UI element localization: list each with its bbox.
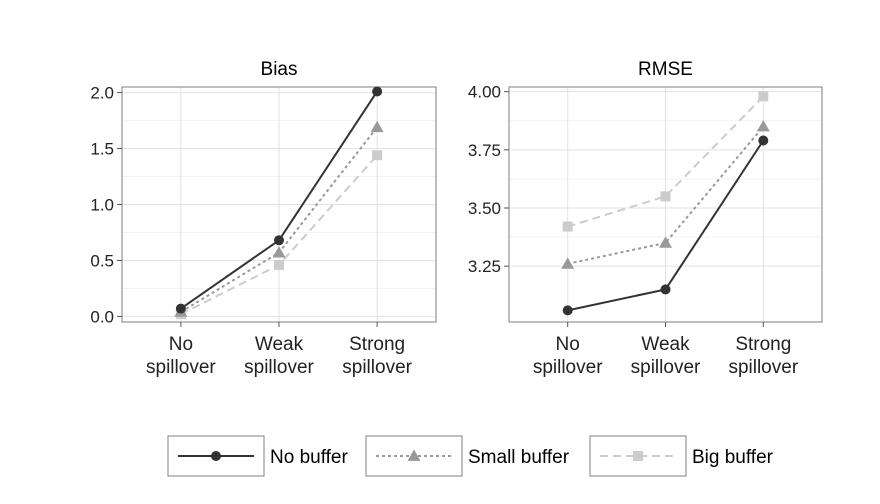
rmse-point-big-buffer [660, 191, 671, 202]
legend-label: Small buffer [468, 447, 570, 468]
rmse-y-tick-label: 3.50 [468, 199, 501, 218]
bias-x-tick-label: Weak spillover [244, 334, 314, 378]
legend-key-marker [407, 449, 421, 461]
bias-point-small-buffer [370, 120, 384, 133]
bias-y-tick-label: 0.0 [90, 307, 114, 326]
rmse-point-small-buffer [756, 120, 770, 132]
rmse-x-tick-label: No spillover [533, 334, 603, 378]
rmse-y-tick-label: 3.75 [468, 141, 501, 160]
rmse-title: RMSE [638, 59, 693, 80]
bias-y-tick-label: 1.0 [90, 196, 114, 215]
rmse-y-tick-label: 4.00 [468, 83, 501, 102]
rmse-x-tick-label: Weak spillover [631, 334, 701, 378]
bias-y-tick-label: 2.0 [90, 84, 114, 103]
rmse-point-big-buffer [562, 221, 573, 232]
bias-panel: Bias 0.0 0.5 1.0 1.5 2.0 No spillover Weak spillo… [90, 59, 437, 378]
rmse-y-tick-label: 3.25 [468, 257, 501, 276]
bias-y-tick-label: 0.5 [90, 251, 114, 270]
rmse-series-line-big-buffer [567, 95, 765, 228]
rmse-point-small-buffer [659, 236, 672, 248]
rmse-panel: RMSE 3.25 3.50 3.75 4.00 No spillover Weak spill… [468, 59, 823, 378]
bias-point-no-buffer [274, 235, 284, 246]
rmse-point-no-buffer [758, 135, 769, 146]
rmse-x-tick-label: Strong spillover [728, 334, 798, 378]
legend: No buffer Small buffer Big buffer [167, 435, 774, 477]
legend-label: No buffer [270, 447, 348, 468]
legend-key-marker [211, 451, 221, 461]
legend-label: Big buffer [692, 447, 774, 468]
bias-y-tick-label: 1.5 [90, 140, 114, 159]
bias-x-tick-label: Strong spillover [342, 334, 412, 378]
bias-title: Bias [261, 59, 298, 80]
bias-x-tick-label: No spillover [146, 334, 216, 378]
rmse-point-big-buffer [758, 91, 769, 102]
bias-point-big-buffer [274, 259, 284, 270]
bias-point-big-buffer [372, 150, 383, 161]
legend-key-marker [633, 451, 643, 461]
rmse-point-no-buffer [660, 284, 671, 295]
rmse-point-small-buffer [561, 257, 575, 269]
rmse-point-no-buffer [562, 305, 573, 316]
bias-point-no-buffer [175, 303, 186, 314]
bias-point-no-buffer [372, 86, 383, 97]
bias-point-small-buffer [272, 246, 286, 258]
